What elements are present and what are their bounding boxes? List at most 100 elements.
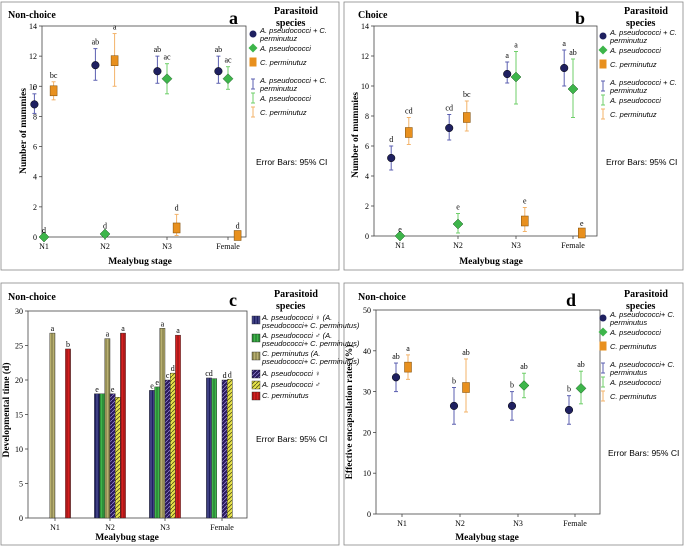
point-combined [153,67,162,76]
y-tick-label: 8 [33,112,37,121]
panel-d-error-note: Error Bars: 95% CI [608,448,679,458]
panel-d-legend-title-1: Parasitoid [624,289,668,300]
legend-swatch [251,369,261,379]
point-cperm [172,222,181,234]
point-apseudo [575,382,587,394]
panel-d: Non-choice d Effective encapsulation rat… [343,282,684,546]
y-tick-label: 50 [363,306,371,315]
point-apseudo [99,228,111,240]
point-apseudo [510,71,522,83]
panel-a: Non-choice a Number of mummies Mealybug … [0,1,340,271]
panel-d-ylabel: Effective encapsulation rates (%) [344,345,355,480]
bar-s5 [169,372,176,519]
significance-letter: a [406,344,410,353]
significance-letter: e [456,203,460,212]
panel-b-xlabel: Mealybug stage [459,257,523,267]
legend-swatch [251,380,261,390]
point-cperm [462,382,470,393]
y-tick-label: 30 [363,388,371,397]
significance-letter: d [42,226,46,235]
panel-d-legend-title-2: species [626,301,656,312]
legend-item-label: A. pseudococci [609,46,661,55]
significance-letter: ab [569,48,577,57]
point-combined [214,67,223,76]
bar-s1 [149,390,155,519]
x-tick-label: Female [210,523,234,532]
bar-s5 [114,397,121,519]
significance-letter: c [166,371,170,380]
panel-c-title: Non-choice [8,292,56,303]
bar-s3 [159,328,166,519]
x-tick-label: N2 [455,519,465,528]
y-tick-label: 5 [19,480,23,489]
significance-letter: b [66,340,70,349]
panel-c-xlabel: Mealybug stage [95,533,159,543]
y-tick-label: 2 [33,203,37,212]
point-apseudo [38,231,50,243]
y-tick-label: 14 [361,22,369,31]
significance-letter: e [111,385,115,394]
point-cperm [521,215,529,227]
plot-frame [375,309,601,515]
x-tick-label: N1 [395,241,405,250]
legend-item-label: A. pseudococci [259,94,311,103]
x-tick-label: Female [563,519,587,528]
bar-s2 [154,386,161,519]
point-combined [30,100,39,109]
y-tick-label: 12 [361,52,369,61]
significance-letter: bc [50,71,58,80]
legend-item-label: A. pseudococci ♀ (A. pseudococci+ C. perm… [261,313,360,330]
significance-letter: e [95,385,99,394]
bar-s2 [211,378,218,519]
significance-letter: c [33,83,37,92]
legend-symbol [598,327,608,337]
significance-letter: b [452,377,456,386]
panel-b-ylabel: Number of mummies [351,92,361,178]
significance-letter: b [510,381,514,390]
legend-item-label: C. perminutus [262,391,309,400]
point-combined [507,401,517,410]
y-tick-label: 6 [365,142,369,151]
y-tick-label: 14 [29,22,37,31]
significance-letter: ab [577,360,585,369]
point-cperm [463,112,471,123]
x-tick-label: N3 [160,523,170,532]
bar-s3 [104,338,111,519]
panel-a-plot: 0 2 4 6 8 10 12 14 N1 N2 N3 Female c ab ab ab d d ac ac bc a d… [29,22,247,251]
legend-symbol [599,314,607,322]
point-combined [387,153,396,163]
significance-letter: ab [215,45,223,54]
legend-item-label: A. pseudococci [609,378,661,387]
y-tick-label: 0 [19,514,23,523]
bar-s4 [164,379,171,519]
legend-item-label: A. pseudococci [259,44,311,53]
x-tick-label: N2 [100,242,110,251]
legend-item-label: A. pseudococci ♀ [261,369,321,378]
significance-letter: cd [445,104,453,113]
y-tick-label: 15 [15,411,23,420]
significance-letter: e [155,378,159,387]
y-tick-label: 10 [363,469,371,478]
point-combined [91,61,100,70]
y-tick-label: 8 [365,112,369,121]
y-tick-label: 10 [361,82,369,91]
point-combined [564,405,574,415]
panel-a-letter: a [229,8,238,28]
panel-d-title: Non-choice [358,292,406,303]
point-combined [449,401,459,410]
panel-b: Choice b Number of mummies Mealybug stag… [343,1,684,271]
significance-letter: a [51,324,55,333]
panel-c: Non-choice c Developmental time (d) Meal… [0,282,360,546]
panel-c-error-note: Error Bars: 95% CI [256,434,327,444]
point-apseudo [222,73,234,85]
panel-d-xlabel: Mealybug stage [455,533,519,543]
legend-symbol [248,43,258,53]
point-apseudo [452,218,464,230]
panel-a-ylabel: Number of mummies [19,88,29,174]
significance-letter: a [161,319,165,328]
